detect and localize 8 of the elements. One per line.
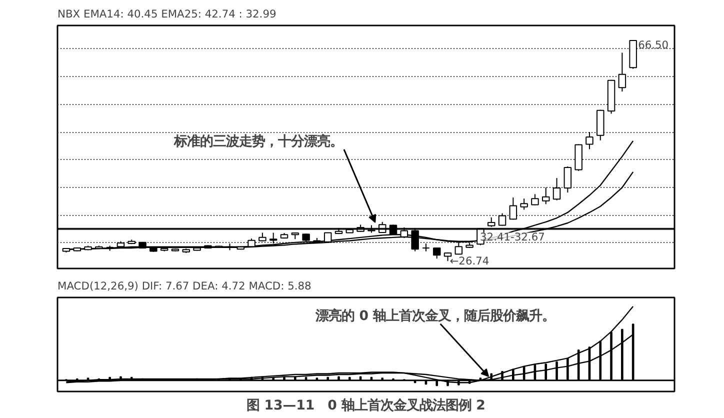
- annotation: ←26.74: [450, 254, 490, 268]
- band-label: 32.41-32.67: [480, 230, 545, 244]
- annotation: 漂亮的 0 轴上首次金叉，随后股价飙升。: [314, 308, 556, 324]
- annotation: 66.50: [638, 38, 669, 52]
- chart-title: MACD(12,26,9) DIF: 7.67 DEA: 4.72 MACD: 5.88: [58, 280, 312, 292]
- annotation: 标准的三波走势，十分漂亮。: [172, 134, 343, 150]
- caption: 图 13—11 0 轴上首次金叉战法图例 2: [246, 398, 486, 414]
- chart-title: NBX EMA14: 40.45 EMA25: 42.74 : 32.99: [58, 8, 276, 20]
